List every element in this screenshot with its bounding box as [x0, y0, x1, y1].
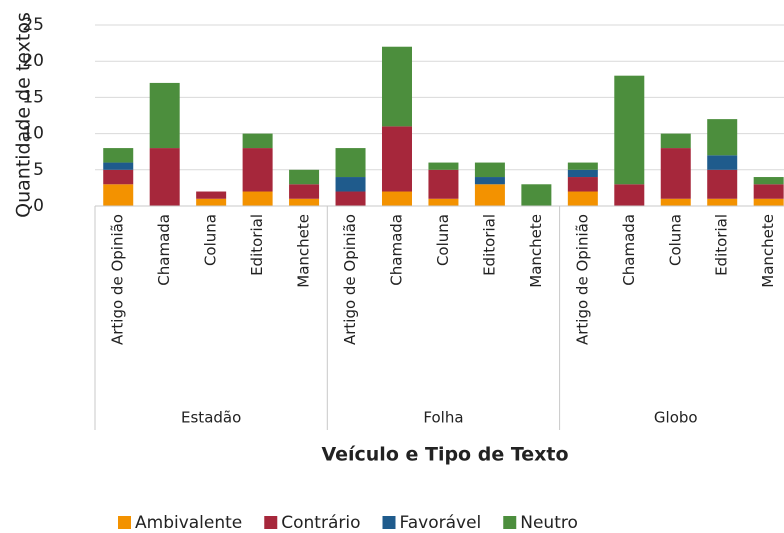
legend-label: Favorável	[400, 513, 482, 533]
bar-segment	[567, 191, 598, 206]
bar-segment	[242, 133, 273, 149]
y-tick-label: 20	[22, 51, 44, 71]
legend-swatch	[118, 516, 131, 529]
y-tick-label: 25	[22, 15, 44, 35]
bar-segment	[289, 184, 320, 199]
y-tick-label: 15	[22, 87, 44, 107]
bar-segment	[660, 148, 691, 199]
bar-segment	[567, 162, 598, 170]
x-tick-label: Chamada	[387, 214, 405, 286]
legend-swatch	[264, 516, 278, 529]
bar-segment	[242, 191, 273, 206]
bar-segment	[428, 198, 459, 206]
legend-label: Contrário	[281, 513, 360, 533]
bar-segment	[614, 184, 645, 206]
bar-segment	[707, 119, 738, 156]
bar-segment	[103, 184, 134, 206]
x-axis-title: Veículo e Tipo de Texto	[321, 444, 568, 466]
bar-segment	[474, 177, 505, 185]
bar-segment	[660, 198, 691, 206]
bar-segment	[707, 155, 738, 170]
x-tick-label: Editorial	[480, 214, 498, 276]
bar-segment	[567, 169, 598, 178]
bar-segment	[196, 198, 227, 206]
bar-segment	[753, 198, 784, 206]
bar-segment	[289, 198, 320, 206]
bar-segment	[753, 177, 784, 185]
bar-segment	[289, 169, 320, 185]
x-tick-label: Chamada	[155, 214, 173, 286]
bar-segment	[381, 46, 412, 127]
bar-segment	[428, 162, 459, 170]
bar-segment	[103, 162, 134, 170]
y-tick-label: 10	[22, 124, 44, 144]
bar-segment	[567, 177, 598, 192]
group-label: Estadão	[181, 409, 241, 427]
group-label: Folha	[423, 409, 463, 427]
bar-segment	[335, 177, 366, 192]
bar-segment	[381, 126, 412, 192]
x-tick-label: Artigo de Opinião	[341, 214, 359, 345]
x-tick-label: Chamada	[620, 214, 638, 286]
bar-segment	[103, 148, 134, 163]
bar-segment	[474, 162, 505, 178]
bar-segment	[474, 184, 505, 206]
x-tick-label: Artigo de Opinião	[573, 214, 591, 345]
y-tick-label: 0	[33, 196, 44, 216]
x-tick-label: Manchete	[295, 214, 313, 288]
bar-segment	[614, 75, 645, 185]
bar-segment	[753, 184, 784, 199]
bar-segment	[428, 169, 459, 199]
x-tick-label: Coluna	[202, 214, 220, 266]
bar-segment	[103, 169, 134, 185]
bar-segment	[149, 148, 180, 206]
bar-segment	[660, 133, 691, 149]
x-tick-label: Coluna	[666, 214, 684, 266]
bar-segment	[196, 191, 227, 199]
bar-segment	[149, 82, 180, 149]
bar-segment	[521, 184, 552, 206]
x-tick-label: Editorial	[713, 214, 731, 276]
legend-label: Ambivalente	[135, 513, 242, 533]
x-tick-label: Editorial	[248, 214, 266, 276]
x-tick-label: Artigo de Opinião	[109, 214, 127, 345]
group-label: Globo	[654, 409, 698, 427]
bar-segment	[335, 148, 366, 178]
x-tick-label: Manchete	[759, 214, 777, 288]
x-tick-label: Manchete	[527, 214, 545, 288]
y-tick-label: 5	[33, 160, 44, 180]
legend-label: Neutro	[520, 513, 578, 533]
bar-segment	[242, 148, 273, 192]
legend-swatch	[503, 516, 517, 529]
legend-swatch	[382, 516, 396, 529]
y-axis-title: Quantidade de textos	[13, 12, 35, 218]
bar-segment	[707, 169, 738, 199]
x-tick-label: Coluna	[434, 214, 452, 266]
bar-segment	[335, 191, 366, 206]
bar-segment	[381, 191, 412, 206]
bar-segment	[707, 198, 738, 206]
